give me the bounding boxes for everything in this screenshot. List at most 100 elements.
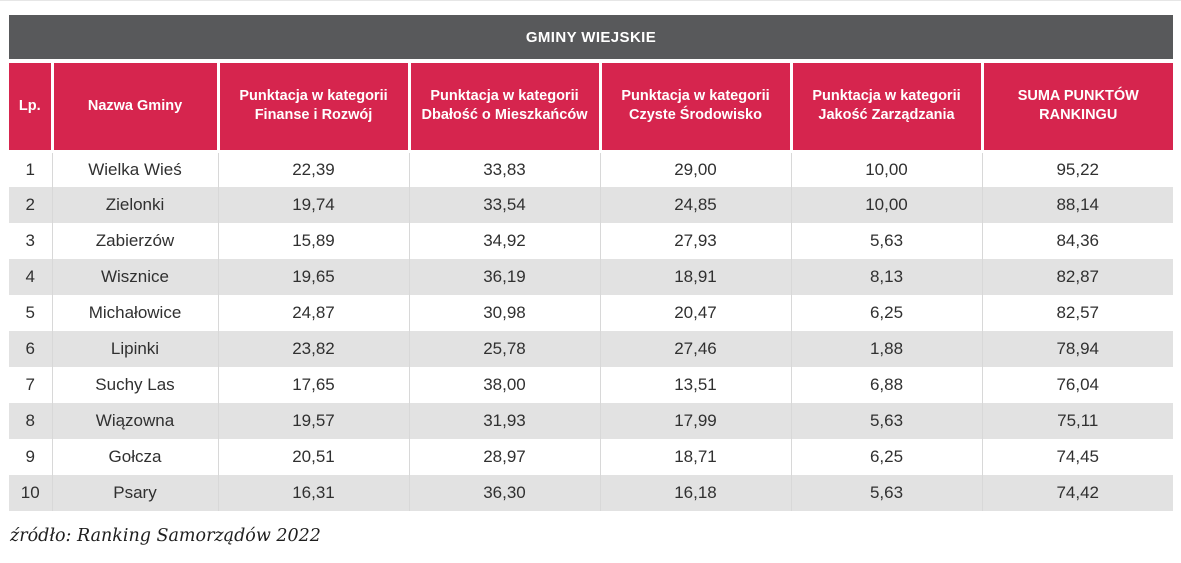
rank-cell: 1 — [9, 151, 52, 187]
gmina-name-cell: Wisznice — [51, 259, 218, 295]
header-row: Lp. Nazwa Gminy Punktacja w kategorii Finan… — [9, 63, 1173, 153]
score-czyste-cell: 24,85 — [599, 187, 791, 223]
score-finanse-cell: 24,87 — [217, 295, 409, 331]
gmina-name-cell: Zabierzów — [51, 223, 218, 259]
table-row: 6 Lipinki 23,82 25,78 27,46 1,88 78,94 — [9, 331, 1173, 367]
score-czyste-cell: 17,99 — [599, 403, 791, 439]
column-header-name: Nazwa Gminy — [50, 63, 218, 153]
sum-cell: 88,14 — [981, 187, 1173, 223]
column-header-jakosc: Punktacja w kategorii Jakość Zarządzania — [789, 63, 982, 153]
rank-cell: 7 — [9, 367, 52, 403]
score-dbalosc-cell: 33,54 — [408, 187, 600, 223]
score-jakosc-cell: 10,00 — [790, 187, 982, 223]
sum-cell: 95,22 — [981, 151, 1173, 187]
table-row: 3 Zabierzów 15,89 34,92 27,93 5,63 84,36 — [9, 223, 1173, 259]
column-header-lp: Lp. — [9, 63, 52, 153]
score-jakosc-cell: 10,00 — [790, 151, 982, 187]
column-header-line: Czyste Środowisko — [629, 107, 762, 124]
sum-cell: 78,94 — [981, 331, 1173, 367]
rank-cell: 10 — [9, 475, 52, 511]
ranking-infographic: GMINY WIEJSKIE Lp. Nazwa Gminy Punktacja w… — [0, 1, 1181, 546]
score-finanse-cell: 19,65 — [217, 259, 409, 295]
score-czyste-cell: 13,51 — [599, 367, 791, 403]
score-dbalosc-cell: 33,83 — [408, 151, 600, 187]
gmina-name-cell: Suchy Las — [51, 367, 218, 403]
gmina-name-cell: Michałowice — [51, 295, 218, 331]
score-jakosc-cell: 5,63 — [790, 403, 982, 439]
gmina-name-cell: Gołcza — [51, 439, 218, 475]
score-czyste-cell: 18,91 — [599, 259, 791, 295]
rank-cell: 8 — [9, 403, 52, 439]
score-jakosc-cell: 5,63 — [790, 475, 982, 511]
score-finanse-cell: 15,89 — [217, 223, 409, 259]
column-header-line: Nazwa Gminy — [87, 97, 183, 114]
column-header-line: Jakość Zarządzania — [818, 107, 955, 124]
gmina-name-cell: Wiązowna — [51, 403, 218, 439]
column-header-line: Dbałość o Mieszkańców — [421, 107, 588, 124]
gmina-name-cell: Wielka Wieś — [51, 151, 218, 187]
gmina-name-cell: Zielonki — [51, 187, 218, 223]
table-title-bar: GMINY WIEJSKIE — [9, 15, 1173, 59]
column-header-czyste: Punktacja w kategorii Czyste Środowisko — [598, 63, 791, 153]
score-dbalosc-cell: 38,00 — [408, 367, 600, 403]
score-czyste-cell: 29,00 — [599, 151, 791, 187]
score-czyste-cell: 27,93 — [599, 223, 791, 259]
column-header-dbalosc: Punktacja w kategorii Dbałość o Mieszkańc… — [407, 63, 600, 153]
rank-cell: 9 — [9, 439, 52, 475]
sum-cell: 74,45 — [981, 439, 1173, 475]
column-header-line: SUMA PUNKTÓW — [1017, 88, 1139, 105]
score-dbalosc-cell: 25,78 — [408, 331, 600, 367]
table-header: Lp. Nazwa Gminy Punktacja w kategorii Finan… — [9, 63, 1173, 153]
score-czyste-cell: 27,46 — [599, 331, 791, 367]
column-header-line: Finanse i Rozwój — [254, 107, 373, 124]
score-finanse-cell: 19,57 — [217, 403, 409, 439]
column-header-line: Lp. — [18, 97, 41, 114]
score-jakosc-cell: 5,63 — [790, 223, 982, 259]
score-jakosc-cell: 6,25 — [790, 439, 982, 475]
gmina-name-cell: Lipinki — [51, 331, 218, 367]
gmina-name-cell: Psary — [51, 475, 218, 511]
rank-cell: 3 — [9, 223, 52, 259]
score-finanse-cell: 22,39 — [217, 151, 409, 187]
score-jakosc-cell: 6,88 — [790, 367, 982, 403]
score-jakosc-cell: 1,88 — [790, 331, 982, 367]
score-jakosc-cell: 6,25 — [790, 295, 982, 331]
score-czyste-cell: 16,18 — [599, 475, 791, 511]
table-row: 8 Wiązowna 19,57 31,93 17,99 5,63 75,11 — [9, 403, 1173, 439]
column-header-line: RANKINGU — [1039, 107, 1118, 124]
column-header-finanse: Punktacja w kategorii Finanse i Rozwój — [216, 63, 409, 153]
table-title: GMINY WIEJSKIE — [525, 28, 657, 46]
score-dbalosc-cell: 28,97 — [408, 439, 600, 475]
table-row: 4 Wisznice 19,65 36,19 18,91 8,13 82,87 — [9, 259, 1173, 295]
table-row: 1 Wielka Wieś 22,39 33,83 29,00 10,00 95,22 — [9, 151, 1173, 187]
score-finanse-cell: 23,82 — [217, 331, 409, 367]
table-row: 5 Michałowice 24,87 30,98 20,47 6,25 82,57 — [9, 295, 1173, 331]
score-dbalosc-cell: 31,93 — [408, 403, 600, 439]
table-row: 10 Psary 16,31 36,30 16,18 5,63 74,42 — [9, 475, 1173, 511]
score-czyste-cell: 18,71 — [599, 439, 791, 475]
ranking-table: Lp. Nazwa Gminy Punktacja w kategorii Finan… — [9, 63, 1173, 511]
score-finanse-cell: 19,74 — [217, 187, 409, 223]
rank-cell: 6 — [9, 331, 52, 367]
score-czyste-cell: 20,47 — [599, 295, 791, 331]
sum-cell: 82,87 — [981, 259, 1173, 295]
column-header-line: Punktacja w kategorii — [621, 88, 770, 105]
column-header-suma: SUMA PUNKTÓW RANKINGU — [980, 63, 1173, 153]
score-finanse-cell: 17,65 — [217, 367, 409, 403]
sum-cell: 82,57 — [981, 295, 1173, 331]
score-dbalosc-cell: 34,92 — [408, 223, 600, 259]
table-row: 9 Gołcza 20,51 28,97 18,71 6,25 74,45 — [9, 439, 1173, 475]
score-dbalosc-cell: 36,30 — [408, 475, 600, 511]
score-jakosc-cell: 8,13 — [790, 259, 982, 295]
table-body: 1 Wielka Wieś 22,39 33,83 29,00 10,00 95,22 2 Zi… — [9, 151, 1173, 511]
rank-cell: 4 — [9, 259, 52, 295]
source-note: źródło: Ranking Samorządów 2022 — [10, 526, 321, 546]
column-header-line: Punktacja w kategorii — [239, 88, 388, 105]
table-row: 7 Suchy Las 17,65 38,00 13,51 6,88 76,04 — [9, 367, 1173, 403]
column-header-line: Punktacja w kategorii — [430, 88, 579, 105]
score-finanse-cell: 20,51 — [217, 439, 409, 475]
sum-cell: 75,11 — [981, 403, 1173, 439]
rank-cell: 5 — [9, 295, 52, 331]
sum-cell: 76,04 — [981, 367, 1173, 403]
column-header-line: Punktacja w kategorii — [812, 88, 961, 105]
